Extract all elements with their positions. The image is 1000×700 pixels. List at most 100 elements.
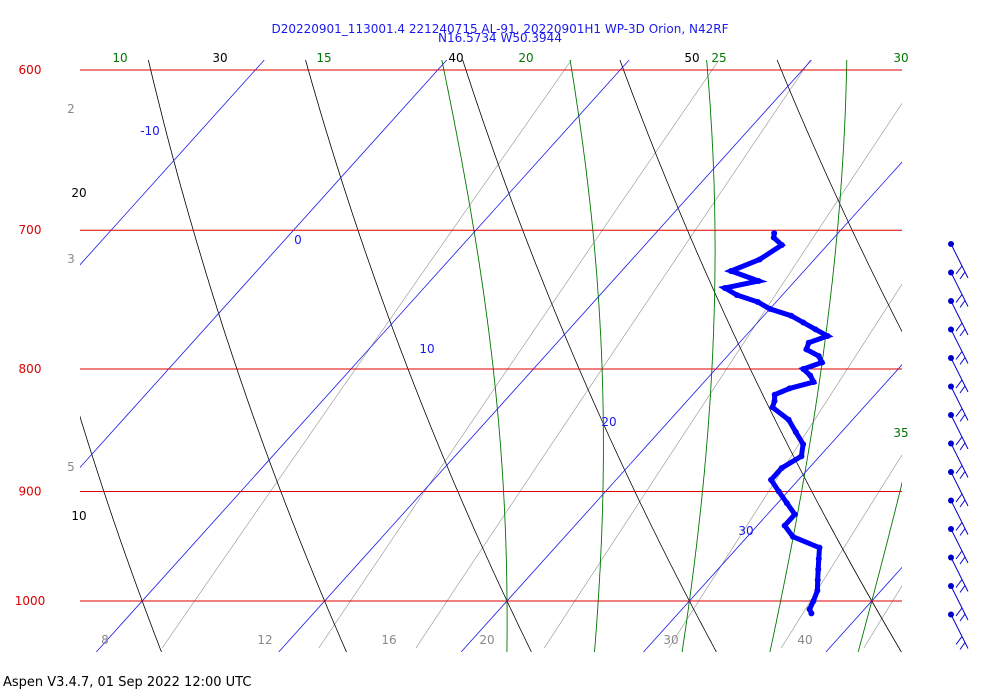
wind-barb-flag (959, 271, 966, 280)
dry-adiabat-line (462, 60, 717, 652)
isotherm-line (80, 60, 265, 266)
isotherms (80, 60, 902, 652)
moist-adiabat-label: 10 (112, 51, 127, 65)
dry-adiabat-line (80, 415, 162, 652)
moist-adiabat-label: 30 (893, 51, 908, 65)
wind-barb-flag (959, 613, 966, 622)
mixing-ratio-line (930, 60, 1000, 648)
temperature-point (969, 313, 975, 319)
wind-barb-flag (955, 265, 963, 275)
mixing-ratio-line (161, 60, 572, 649)
wind-barb-dot (948, 469, 954, 475)
dewpoint-point (803, 346, 810, 353)
temperature-point (936, 392, 942, 398)
wind-barb-dot (948, 554, 954, 561)
moist-adiabat-label: 25 (711, 51, 726, 65)
dry-adiabat-line (305, 60, 532, 652)
mixing-ratio-label: 5 (67, 460, 75, 474)
temperature-point (935, 379, 941, 385)
isotherm-line (460, 161, 902, 652)
temperature-point (979, 299, 985, 305)
dewpoint-point (788, 312, 795, 319)
wind-barb (948, 497, 969, 536)
dewpoint-point (783, 499, 790, 506)
dewpoint-point (792, 429, 799, 436)
dry-adiabat-label: 30 (212, 51, 227, 65)
wind-barb-flag (955, 436, 963, 446)
mixing-ratio-label: 12 (257, 633, 272, 647)
wind-barb (948, 440, 969, 479)
mixing-ratio-label: 20 (479, 633, 494, 647)
temperature-point (943, 404, 949, 410)
wind-barb-dot (948, 526, 954, 532)
wind-barb-flag (955, 607, 963, 617)
wind-barb-dot (948, 611, 954, 618)
dry-adiabat-label: 40 (448, 51, 463, 65)
wind-barb-flag (959, 585, 966, 593)
temperature-point (933, 441, 939, 447)
dry-adiabat-label: 50 (684, 51, 699, 65)
mixing-ratio-label: 3 (67, 252, 75, 266)
isotherm-label: -10 (140, 124, 160, 138)
mixing-ratio-line (415, 60, 811, 649)
temperature-point (966, 523, 972, 529)
dewpoint-point (815, 566, 822, 573)
dewpoint-point (769, 404, 776, 411)
wind-barb-dot (948, 383, 954, 390)
dewpoint-point (786, 385, 793, 392)
wind-barb-dot (948, 412, 954, 418)
dry-adiabats (80, 60, 902, 652)
dewpoint-point (800, 441, 807, 448)
dewpoint-point (768, 476, 775, 483)
wind-barb-flag (959, 499, 966, 508)
dewpoint-point (766, 305, 773, 312)
dewpoint-point (771, 391, 778, 398)
wind-barb-flag (955, 379, 963, 389)
dewpoint-point (810, 598, 817, 604)
temperature-point (990, 285, 996, 291)
temperature-profile-line (936, 233, 1000, 613)
dewpoint-point (815, 352, 822, 359)
temperature-point (963, 477, 969, 483)
dewpoint-point (785, 416, 792, 423)
dewpoint-point (824, 333, 831, 340)
wind-barb-flag (959, 442, 966, 451)
wind-barb-flag (955, 550, 963, 560)
wind-barb (948, 355, 969, 394)
wind-barb-dot (948, 269, 954, 276)
dry-adiabat-line (619, 60, 902, 652)
wind-barb (948, 554, 969, 593)
wind-barb-flag (955, 294, 963, 303)
wind-barb-staff (950, 614, 969, 649)
mixing-ratio-line (780, 454, 902, 649)
wind-barb-dot (948, 497, 954, 504)
wind-barb-dot (948, 298, 954, 304)
isotherm-label: 0 (294, 233, 302, 247)
wind-barb (948, 469, 969, 508)
dewpoint-point (815, 555, 822, 562)
wind-barb (948, 326, 969, 365)
dewpoint-point (812, 326, 819, 333)
wind-barb (948, 611, 969, 650)
dewpoint-point (810, 378, 817, 385)
dewpoint-point (808, 610, 815, 617)
temperature-point (966, 488, 972, 494)
moist-adiabat-line (857, 481, 902, 652)
isotherm-line (825, 566, 902, 652)
wind-barb (948, 526, 969, 565)
dewpoint-point (771, 230, 778, 237)
mixing-ratio-line (668, 283, 902, 649)
moist-adiabat-line (681, 60, 716, 652)
wind-barb-flag (955, 636, 963, 645)
wind-barb-flag (959, 414, 966, 422)
mixing-ratio-label: 30 (663, 633, 678, 647)
wind-barb-flag (955, 522, 963, 531)
dry-adiabat-label: 20 (71, 186, 86, 200)
dewpoint-point (733, 292, 740, 299)
isotherm-line (643, 364, 902, 652)
wind-barb-flag (959, 300, 966, 308)
dewpoint-point (756, 256, 763, 263)
isotherm-label: 10 (419, 342, 434, 356)
